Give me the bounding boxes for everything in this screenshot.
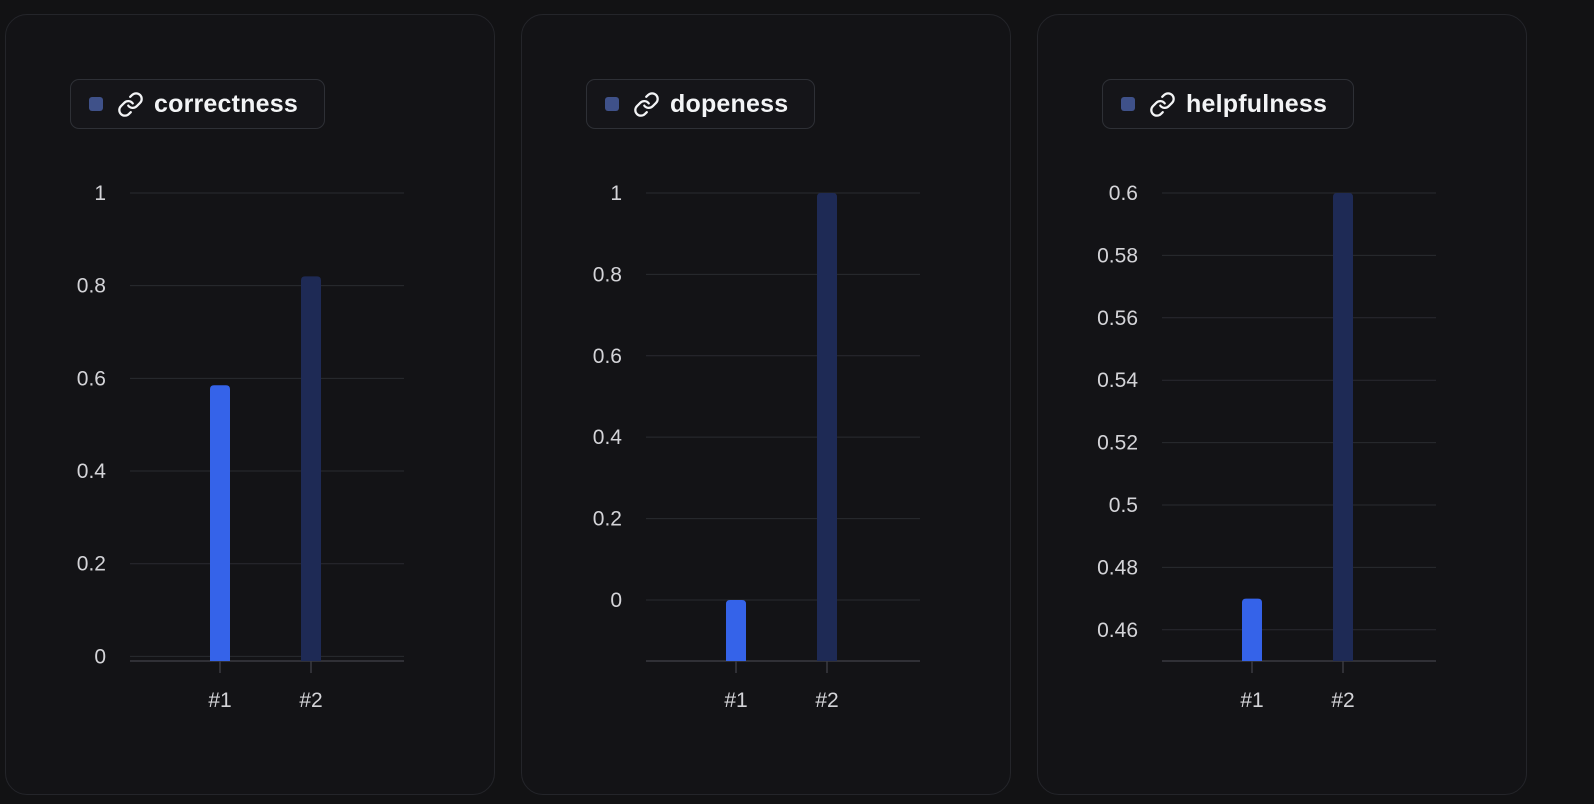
chart-panel-helpfulness: 0.46 0.48 0.5 0.52 0.54 0.56 0.58 0.6 #1 #2 helpf… — [1037, 14, 1527, 795]
legend-title: helpfulness — [1186, 89, 1328, 118]
y-tick-label: 0.6 — [77, 367, 106, 390]
y-tick-label: 0.48 — [1097, 556, 1138, 579]
chart-panel-dopeness: 0 0.2 0.4 0.6 0.8 1 #1 #2 dopeness — [521, 14, 1011, 795]
legend-badge-helpfulness[interactable]: helpfulness — [1102, 79, 1355, 129]
y-tick-label: 0.4 — [77, 460, 107, 483]
y-tick-label: 0.6 — [593, 345, 622, 368]
link-icon — [118, 91, 143, 117]
legend-title: correctness — [154, 89, 298, 118]
bar-2 — [301, 276, 321, 661]
legend-badge-dopeness[interactable]: dopeness — [586, 79, 816, 129]
y-tick-label: 0.8 — [77, 275, 106, 298]
chart-panel-correctness: 0 0.2 0.4 0.6 0.8 1 #1 #2 correctness — [5, 14, 495, 795]
y-tick-label: 0.52 — [1097, 432, 1138, 455]
bar-1 — [1242, 598, 1262, 661]
y-tick-label: 0.4 — [593, 426, 623, 449]
bar-1 — [726, 599, 746, 661]
x-tick-label: #1 — [208, 689, 231, 712]
bar-2 — [817, 193, 837, 661]
link-icon — [1150, 91, 1175, 117]
link-icon — [634, 91, 659, 117]
x-tick-label: #2 — [299, 689, 322, 712]
x-tick-label: #1 — [724, 689, 747, 712]
y-tick-label: 0.46 — [1097, 619, 1138, 642]
x-tick-label: #2 — [1331, 689, 1354, 712]
chart-correctness: 0 0.2 0.4 0.6 0.8 1 #1 #2 — [77, 182, 404, 712]
y-tick-label: 0.58 — [1097, 244, 1138, 267]
bar-2 — [1333, 193, 1353, 661]
y-tick-label: 0.6 — [1109, 182, 1138, 205]
legend-swatch — [89, 97, 103, 111]
y-tick-label: 0.54 — [1097, 369, 1138, 392]
y-tick-label: 0.2 — [593, 508, 622, 531]
legend-title: dopeness — [670, 89, 789, 118]
y-tick-label: 1 — [94, 182, 106, 205]
chart-helpfulness: 0.46 0.48 0.5 0.52 0.54 0.56 0.58 0.6 #1 #2 — [1097, 182, 1436, 712]
y-tick-label: 0 — [610, 589, 622, 612]
y-tick-label: 0.8 — [593, 263, 622, 286]
y-tick-label: 1 — [610, 182, 622, 205]
y-tick-label: 0.2 — [77, 553, 106, 576]
y-tick-label: 0.5 — [1109, 494, 1138, 517]
legend-swatch — [1121, 97, 1135, 111]
x-tick-label: #1 — [1240, 689, 1263, 712]
bar-1 — [210, 385, 230, 661]
legend-swatch — [605, 97, 619, 111]
y-tick-label: 0.56 — [1097, 307, 1138, 330]
legend-badge-correctness[interactable]: correctness — [70, 79, 325, 129]
y-tick-label: 0 — [94, 645, 106, 668]
chart-dopeness: 0 0.2 0.4 0.6 0.8 1 #1 #2 — [593, 182, 920, 712]
x-tick-label: #2 — [815, 689, 838, 712]
